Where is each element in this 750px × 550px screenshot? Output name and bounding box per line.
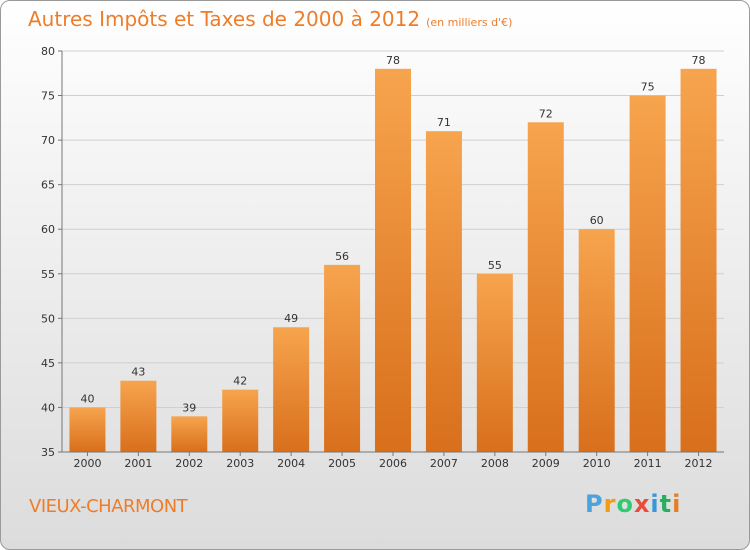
data-label: 55 [488,259,502,272]
data-label: 40 [80,392,94,405]
bar [527,122,564,453]
bar [629,95,666,453]
bar [120,380,157,452]
bar [273,327,310,452]
y-tick-label: 50 [41,312,55,325]
data-label: 71 [437,116,451,129]
y-tick-label: 65 [41,179,55,192]
y-tick-label: 55 [41,268,55,281]
bar [324,264,361,452]
bar [476,273,513,452]
bar [69,407,106,452]
x-tick-label: 2005 [328,457,356,470]
x-tick-label: 2007 [430,457,458,470]
bar [171,416,208,452]
commune-name: VIEUX-CHARMONT [29,496,188,517]
proxiti-logo: Proxiti [585,490,682,518]
x-tick-label: 2003 [226,457,254,470]
x-tick-label: 2008 [481,457,509,470]
y-tick-label: 80 [41,45,55,58]
data-label: 39 [182,401,196,414]
data-label: 43 [131,366,145,379]
x-tick-label: 2009 [532,457,560,470]
bar [222,389,259,452]
y-tick-label: 70 [41,134,55,147]
data-label: 60 [590,214,604,227]
x-tick-label: 2002 [175,457,203,470]
bar [425,131,462,452]
data-label: 42 [233,375,247,388]
x-tick-label: 2001 [124,457,152,470]
data-label: 78 [692,54,706,67]
y-tick-label: 40 [41,401,55,414]
x-tick-label: 2011 [634,457,662,470]
x-tick-label: 2006 [379,457,407,470]
x-tick-label: 2010 [583,457,611,470]
chart-subtitle: (en milliers d'€) [426,16,513,29]
bar [578,229,615,452]
y-tick-label: 35 [41,446,55,459]
y-tick-label: 60 [41,223,55,236]
x-tick-label: 2000 [73,457,101,470]
x-tick-label: 2012 [685,457,713,470]
chart-title: Autres Impôts et Taxes de 2000 à 2012 (en… [28,7,512,31]
y-tick-label: 75 [41,90,55,103]
data-label: 78 [386,54,400,67]
x-tick-label: 2004 [277,457,305,470]
y-tick-label: 45 [41,357,55,370]
bar [375,68,411,453]
bar [680,68,717,453]
chart-title-text: Autres Impôts et Taxes de 2000 à 2012 [28,7,421,31]
data-label: 56 [335,250,349,263]
data-label: 72 [539,107,553,120]
data-label: 75 [641,81,655,94]
data-label: 49 [284,312,298,325]
